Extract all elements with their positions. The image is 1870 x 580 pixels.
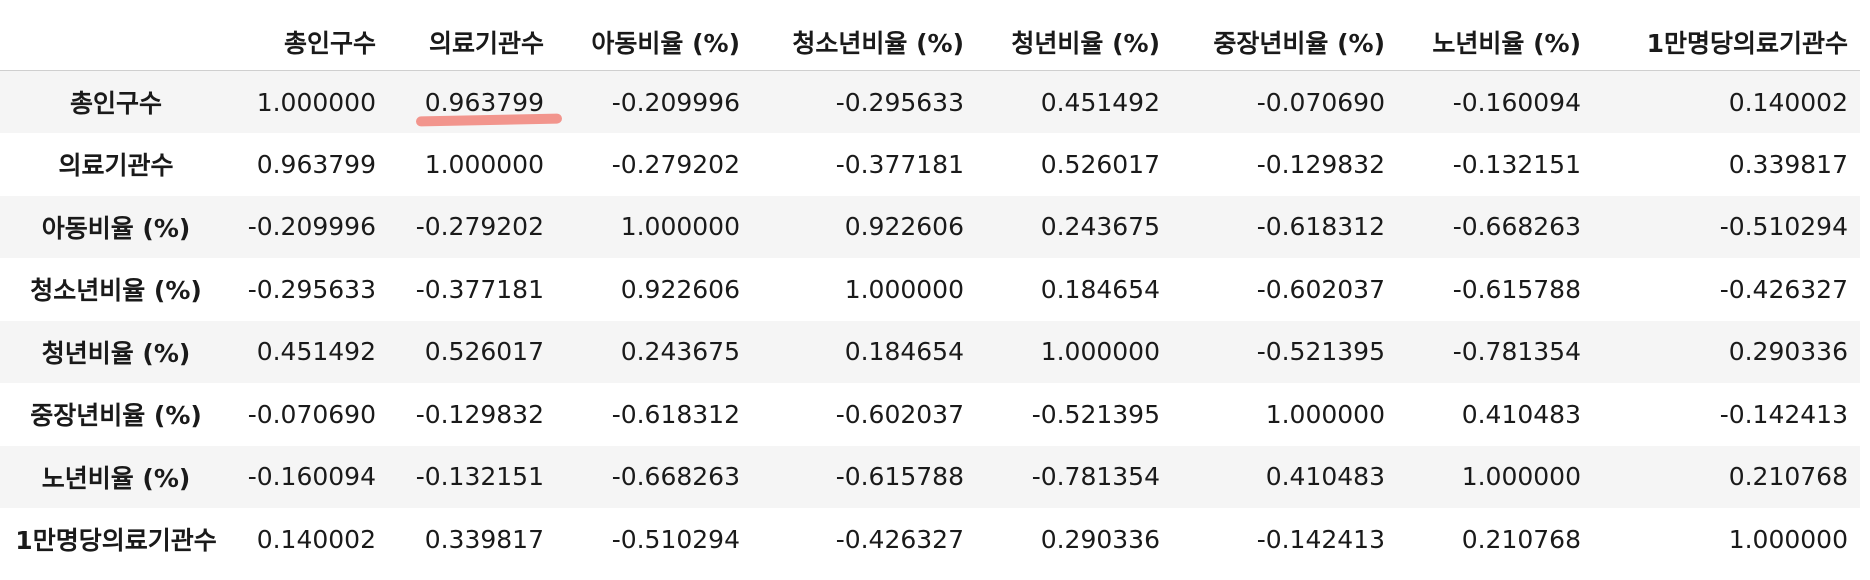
table-cell: 0.243675 — [1040, 212, 1160, 242]
table-cell: -0.295633 — [247, 274, 376, 304]
table-cell: 0.210768 — [1728, 462, 1848, 492]
table-cell: -0.295633 — [835, 87, 964, 117]
table-cell: -0.781354 — [1452, 337, 1581, 367]
column-header: 의료기관수 — [388, 14, 556, 71]
table-cell: -0.618312 — [1256, 212, 1385, 242]
table-cell: -0.142413 — [1256, 524, 1385, 554]
table-row: 청년비율 (%) 0.451492 0.526017 0.243675 0.184654… — [0, 320, 1860, 383]
table-cell: -0.377181 — [835, 149, 964, 179]
table-cell: -0.160094 — [1452, 87, 1581, 117]
table-row: 총인구수 1.000000 0.963799 -0.209996 -0.295633 0.… — [0, 70, 1860, 133]
table-cell: 0.963799 — [424, 87, 544, 117]
table-row: 청소년비율 (%) -0.295633 -0.377181 0.922606 1.000… — [0, 258, 1860, 321]
column-header: 청년비율 (%) — [976, 14, 1172, 71]
correlation-table: 총인구수 의료기관수 아동비율 (%) 청소년비율 (%) 청년비율 (%) 중장년비율 … — [0, 14, 1860, 571]
table-row: 1만명당의료기관수 0.140002 0.339817 -0.510294 -0.426… — [0, 508, 1860, 571]
column-header: 아동비율 (%) — [556, 14, 752, 71]
table-cell: 1.000000 — [424, 149, 544, 179]
table-cell: 0.339817 — [1728, 149, 1848, 179]
table-body: 총인구수 1.000000 0.963799 -0.209996 -0.295633 0.… — [0, 70, 1860, 571]
table-cell: 0.290336 — [1040, 524, 1160, 554]
table-cell: 1.000000 — [1265, 399, 1385, 429]
row-label: 청년비율 (%) — [41, 338, 191, 368]
table-cell: -0.129832 — [1256, 149, 1385, 179]
table-cell: 0.339817 — [424, 524, 544, 554]
table-cell: 0.140002 — [1728, 87, 1848, 117]
table-row: 노년비율 (%) -0.160094 -0.132151 -0.668263 -0.61… — [0, 445, 1860, 508]
table-cell: -0.615788 — [1452, 274, 1581, 304]
table-cell: -0.602037 — [1256, 274, 1385, 304]
table-cell: -0.426327 — [1719, 274, 1848, 304]
table-cell: 0.526017 — [424, 337, 544, 367]
table-cell: -0.510294 — [1719, 212, 1848, 242]
table-cell: 0.184654 — [1040, 274, 1160, 304]
column-header: 총인구수 — [232, 14, 388, 71]
table-cell: -0.070690 — [1256, 87, 1385, 117]
table-cell: 0.526017 — [1040, 149, 1160, 179]
table-cell: -0.615788 — [835, 462, 964, 492]
table-cell: -0.618312 — [611, 399, 740, 429]
table-cell: -0.132151 — [415, 462, 544, 492]
table-cell: -0.160094 — [247, 462, 376, 492]
table-cell: 0.410483 — [1265, 462, 1385, 492]
table-cell: -0.070690 — [247, 399, 376, 429]
row-label: 청소년비율 (%) — [30, 276, 202, 306]
column-header: 1만명당의료기관수 — [1593, 14, 1860, 71]
table-cell: 0.184654 — [844, 337, 964, 367]
row-label: 1만명당의료기관수 — [15, 526, 217, 556]
table-cell: 1.000000 — [844, 274, 964, 304]
table-cell: 0.922606 — [620, 274, 740, 304]
table-cell: 1.000000 — [620, 212, 740, 242]
table-row: 의료기관수 0.963799 1.000000 -0.279202 -0.377181 0… — [0, 133, 1860, 196]
row-label: 아동비율 (%) — [41, 213, 191, 243]
table-cell: -0.668263 — [611, 462, 740, 492]
table-row: 중장년비율 (%) -0.070690 -0.129832 -0.618312 -0.6… — [0, 383, 1860, 446]
table-cell: 0.451492 — [1040, 87, 1160, 117]
table-cell: 0.922606 — [844, 212, 964, 242]
table-cell: 0.140002 — [256, 524, 376, 554]
table-cell: -0.510294 — [611, 524, 740, 554]
table-cell: 0.290336 — [1728, 337, 1848, 367]
table-cell: -0.377181 — [415, 274, 544, 304]
row-label: 총인구수 — [69, 89, 162, 118]
table-cell: -0.132151 — [1452, 149, 1581, 179]
table-cell: 0.243675 — [620, 337, 740, 367]
table-cell: -0.521395 — [1256, 337, 1385, 367]
table-cell: -0.209996 — [247, 212, 376, 242]
row-label: 노년비율 (%) — [41, 463, 191, 493]
table-row: 아동비율 (%) -0.209996 -0.279202 1.000000 0.9226… — [0, 195, 1860, 258]
row-label: 중장년비율 (%) — [30, 401, 202, 431]
column-header: 중장년비율 (%) — [1172, 14, 1397, 71]
table-cell: -0.521395 — [1031, 399, 1160, 429]
column-header: 청소년비율 (%) — [752, 14, 976, 71]
table-cell: 1.000000 — [1728, 524, 1848, 554]
column-header: 노년비율 (%) — [1397, 14, 1593, 71]
table-cell: -0.142413 — [1719, 399, 1848, 429]
index-header-corner — [0, 14, 232, 71]
row-label: 의료기관수 — [58, 151, 174, 181]
table-cell: -0.279202 — [611, 149, 740, 179]
table-cell: -0.781354 — [1031, 462, 1160, 492]
table-cell: -0.668263 — [1452, 212, 1581, 242]
table-cell: -0.279202 — [415, 212, 544, 242]
table-cell: 0.963799 — [256, 149, 376, 179]
table-cell: 0.451492 — [256, 337, 376, 367]
table-cell: -0.426327 — [835, 524, 964, 554]
table-cell: 1.000000 — [256, 87, 376, 117]
table-cell: -0.129832 — [415, 399, 544, 429]
table-cell: 0.410483 — [1461, 399, 1581, 429]
table-cell: -0.209996 — [611, 87, 740, 117]
header-row: 총인구수 의료기관수 아동비율 (%) 청소년비율 (%) 청년비율 (%) 중장년비율 … — [0, 14, 1860, 71]
table-cell: 1.000000 — [1040, 337, 1160, 367]
table-cell: -0.602037 — [835, 399, 964, 429]
table-cell: 0.210768 — [1461, 524, 1581, 554]
table-cell: 1.000000 — [1461, 462, 1581, 492]
